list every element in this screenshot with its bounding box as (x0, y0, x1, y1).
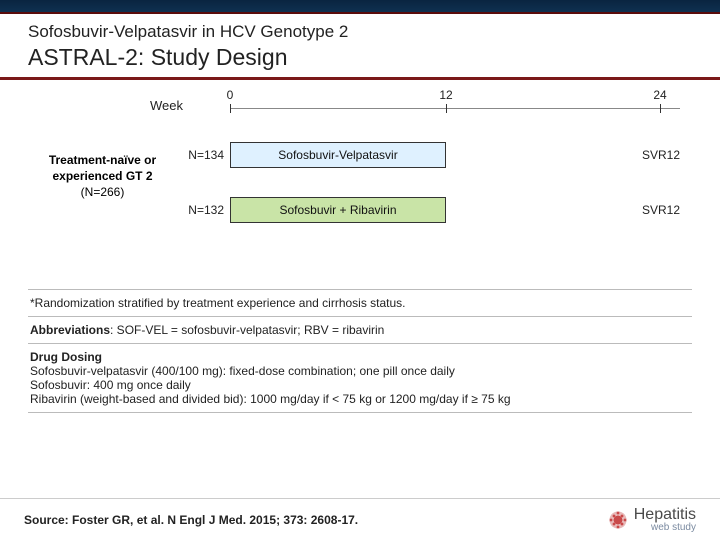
population-line1: Treatment-naïve or (30, 152, 175, 168)
tick-label-12: 12 (439, 88, 452, 102)
footer: Source: Foster GR, et al. N Engl J Med. … (0, 498, 720, 540)
arm1-n: N=134 (182, 148, 230, 162)
population-box: Treatment-naïve or experienced GT 2 (N=2… (30, 152, 175, 201)
source-citation: Source: Foster GR, et al. N Engl J Med. … (24, 513, 358, 527)
arm2-bar: Sofosbuvir + Ribavirin (230, 197, 446, 223)
brand-text: Hepatitis web study (634, 507, 696, 533)
abbrev-label: Abbreviations (30, 323, 110, 337)
week-label: Week (150, 98, 183, 113)
arm2-svr: SVR12 (630, 203, 680, 217)
population-n: (N=266) (30, 184, 175, 200)
header-bar (0, 0, 720, 14)
arm-row-1: N=134 Sofosbuvir-Velpatasvir SVR12 (182, 140, 680, 170)
randomization-note: *Randomization stratified by treatment e… (28, 289, 692, 317)
arm2-label: Sofosbuvir + Ribavirin (279, 203, 396, 217)
arm2-n: N=132 (182, 203, 230, 217)
tick-label-24: 24 (653, 88, 666, 102)
tick-24 (660, 104, 661, 113)
main-title: ASTRAL-2: Study Design (28, 44, 692, 71)
brand-sub: web study (634, 523, 696, 533)
study-diagram: Week 0 12 24 Treatment-naïve or experien… (0, 80, 720, 290)
dosing-line-1: Sofosbuvir-velpatasvir (400/100 mg): fix… (30, 364, 455, 378)
brand: Hepatitis web study (608, 507, 696, 533)
dosing-line-3: Ribavirin (weight-based and divided bid)… (30, 392, 511, 406)
brand-main: Hepatitis (634, 507, 696, 523)
tick-12 (446, 104, 447, 113)
population-line2: experienced GT 2 (30, 168, 175, 184)
arm1-svr: SVR12 (630, 148, 680, 162)
dosing-label: Drug Dosing (30, 350, 102, 364)
arm-row-2: N=132 Sofosbuvir + Ribavirin SVR12 (182, 195, 680, 225)
notes-section: *Randomization stratified by treatment e… (0, 289, 720, 413)
tick-label-0: 0 (227, 88, 234, 102)
abbrev-text: : SOF-VEL = sofosbuvir-velpatasvir; RBV … (110, 323, 384, 337)
brand-icon (608, 510, 628, 530)
dosing-note: Drug Dosing Sofosbuvir-velpatasvir (400/… (28, 343, 692, 413)
tick-0 (230, 104, 231, 113)
title-block: Sofosbuvir-Velpatasvir in HCV Genotype 2… (0, 14, 720, 80)
dosing-line-2: Sofosbuvir: 400 mg once daily (30, 378, 191, 392)
timeline-axis (230, 108, 680, 109)
arm1-bar: Sofosbuvir-Velpatasvir (230, 142, 446, 168)
abbreviations-note: Abbreviations: SOF-VEL = sofosbuvir-velp… (28, 316, 692, 344)
arm1-label: Sofosbuvir-Velpatasvir (278, 148, 397, 162)
subtitle: Sofosbuvir-Velpatasvir in HCV Genotype 2 (28, 22, 692, 42)
